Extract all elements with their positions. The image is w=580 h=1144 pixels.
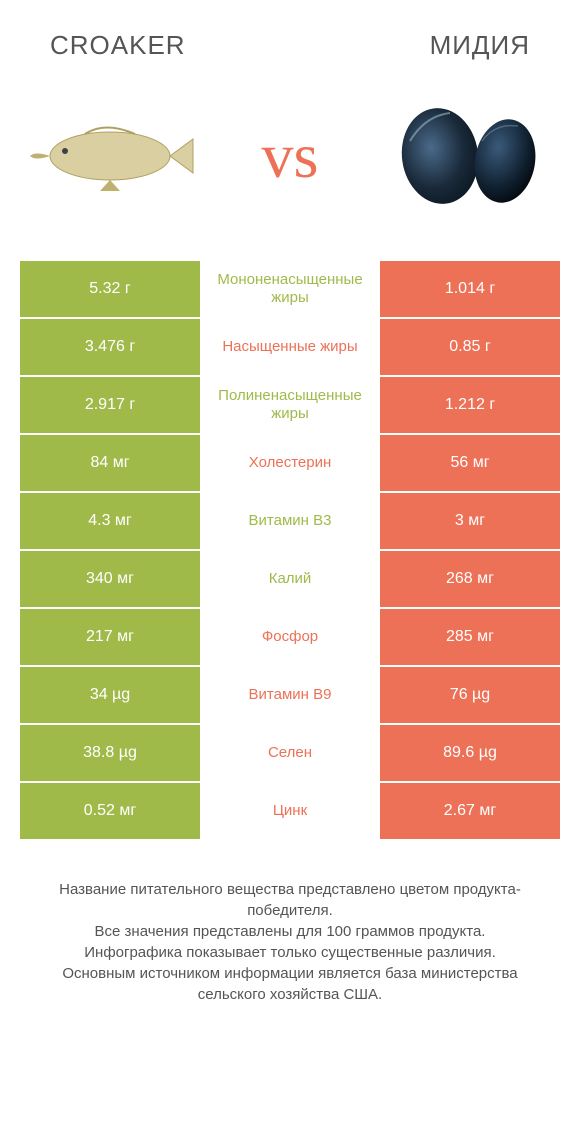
nutrient-label-cell: Полиненасыщенные жиры [200,377,380,433]
nutrient-label-cell: Витамин B3 [200,493,380,549]
nutrient-label-cell: Фосфор [200,609,380,665]
left-value-cell: 217 мг [20,609,200,665]
left-value-cell: 2.917 г [20,377,200,433]
table-row: 3.476 гНасыщенные жиры0.85 г [20,319,560,375]
nutrient-label-cell: Насыщенные жиры [200,319,380,375]
table-row: 5.32 гМононенасыщенные жиры1.014 г [20,261,560,317]
images-row: vs [0,71,580,261]
left-product-image [20,91,200,221]
right-value-cell: 89.6 µg [380,725,560,781]
right-value-cell: 1.212 г [380,377,560,433]
table-row: 34 µgВитамин B976 µg [20,667,560,723]
comparison-table: 5.32 гМононенасыщенные жиры1.014 г3.476 … [0,261,580,839]
table-row: 2.917 гПолиненасыщенные жиры1.212 г [20,377,560,433]
nutrient-label-cell: Цинк [200,783,380,839]
left-product-title: CROAKER [50,30,186,61]
nutrient-label-cell: Селен [200,725,380,781]
left-value-cell: 3.476 г [20,319,200,375]
right-product-title: МИДИЯ [430,30,530,61]
nutrient-label-cell: Витамин B9 [200,667,380,723]
table-row: 84 мгХолестерин56 мг [20,435,560,491]
right-value-cell: 76 µg [380,667,560,723]
left-value-cell: 5.32 г [20,261,200,317]
table-row: 0.52 мгЦинк2.67 мг [20,783,560,839]
right-value-cell: 268 мг [380,551,560,607]
right-value-cell: 0.85 г [380,319,560,375]
right-value-cell: 285 мг [380,609,560,665]
right-product-image [380,91,560,221]
vs-label: vs [262,119,319,193]
nutrient-label-cell: Мононенасыщенные жиры [200,261,380,317]
left-value-cell: 38.8 µg [20,725,200,781]
left-value-cell: 340 мг [20,551,200,607]
fish-icon [25,111,195,201]
right-value-cell: 3 мг [380,493,560,549]
mussel-icon [390,101,550,211]
left-value-cell: 34 µg [20,667,200,723]
left-value-cell: 0.52 мг [20,783,200,839]
table-row: 217 мгФосфор285 мг [20,609,560,665]
table-row: 4.3 мгВитамин B33 мг [20,493,560,549]
right-value-cell: 2.67 мг [380,783,560,839]
left-value-cell: 4.3 мг [20,493,200,549]
right-value-cell: 1.014 г [380,261,560,317]
right-value-cell: 56 мг [380,435,560,491]
nutrient-label-cell: Калий [200,551,380,607]
header: CROAKER МИДИЯ [0,0,580,71]
footnote-text: Название питательного вещества представл… [0,839,580,1025]
table-row: 38.8 µgСелен89.6 µg [20,725,560,781]
nutrient-label-cell: Холестерин [200,435,380,491]
table-row: 340 мгКалий268 мг [20,551,560,607]
left-value-cell: 84 мг [20,435,200,491]
